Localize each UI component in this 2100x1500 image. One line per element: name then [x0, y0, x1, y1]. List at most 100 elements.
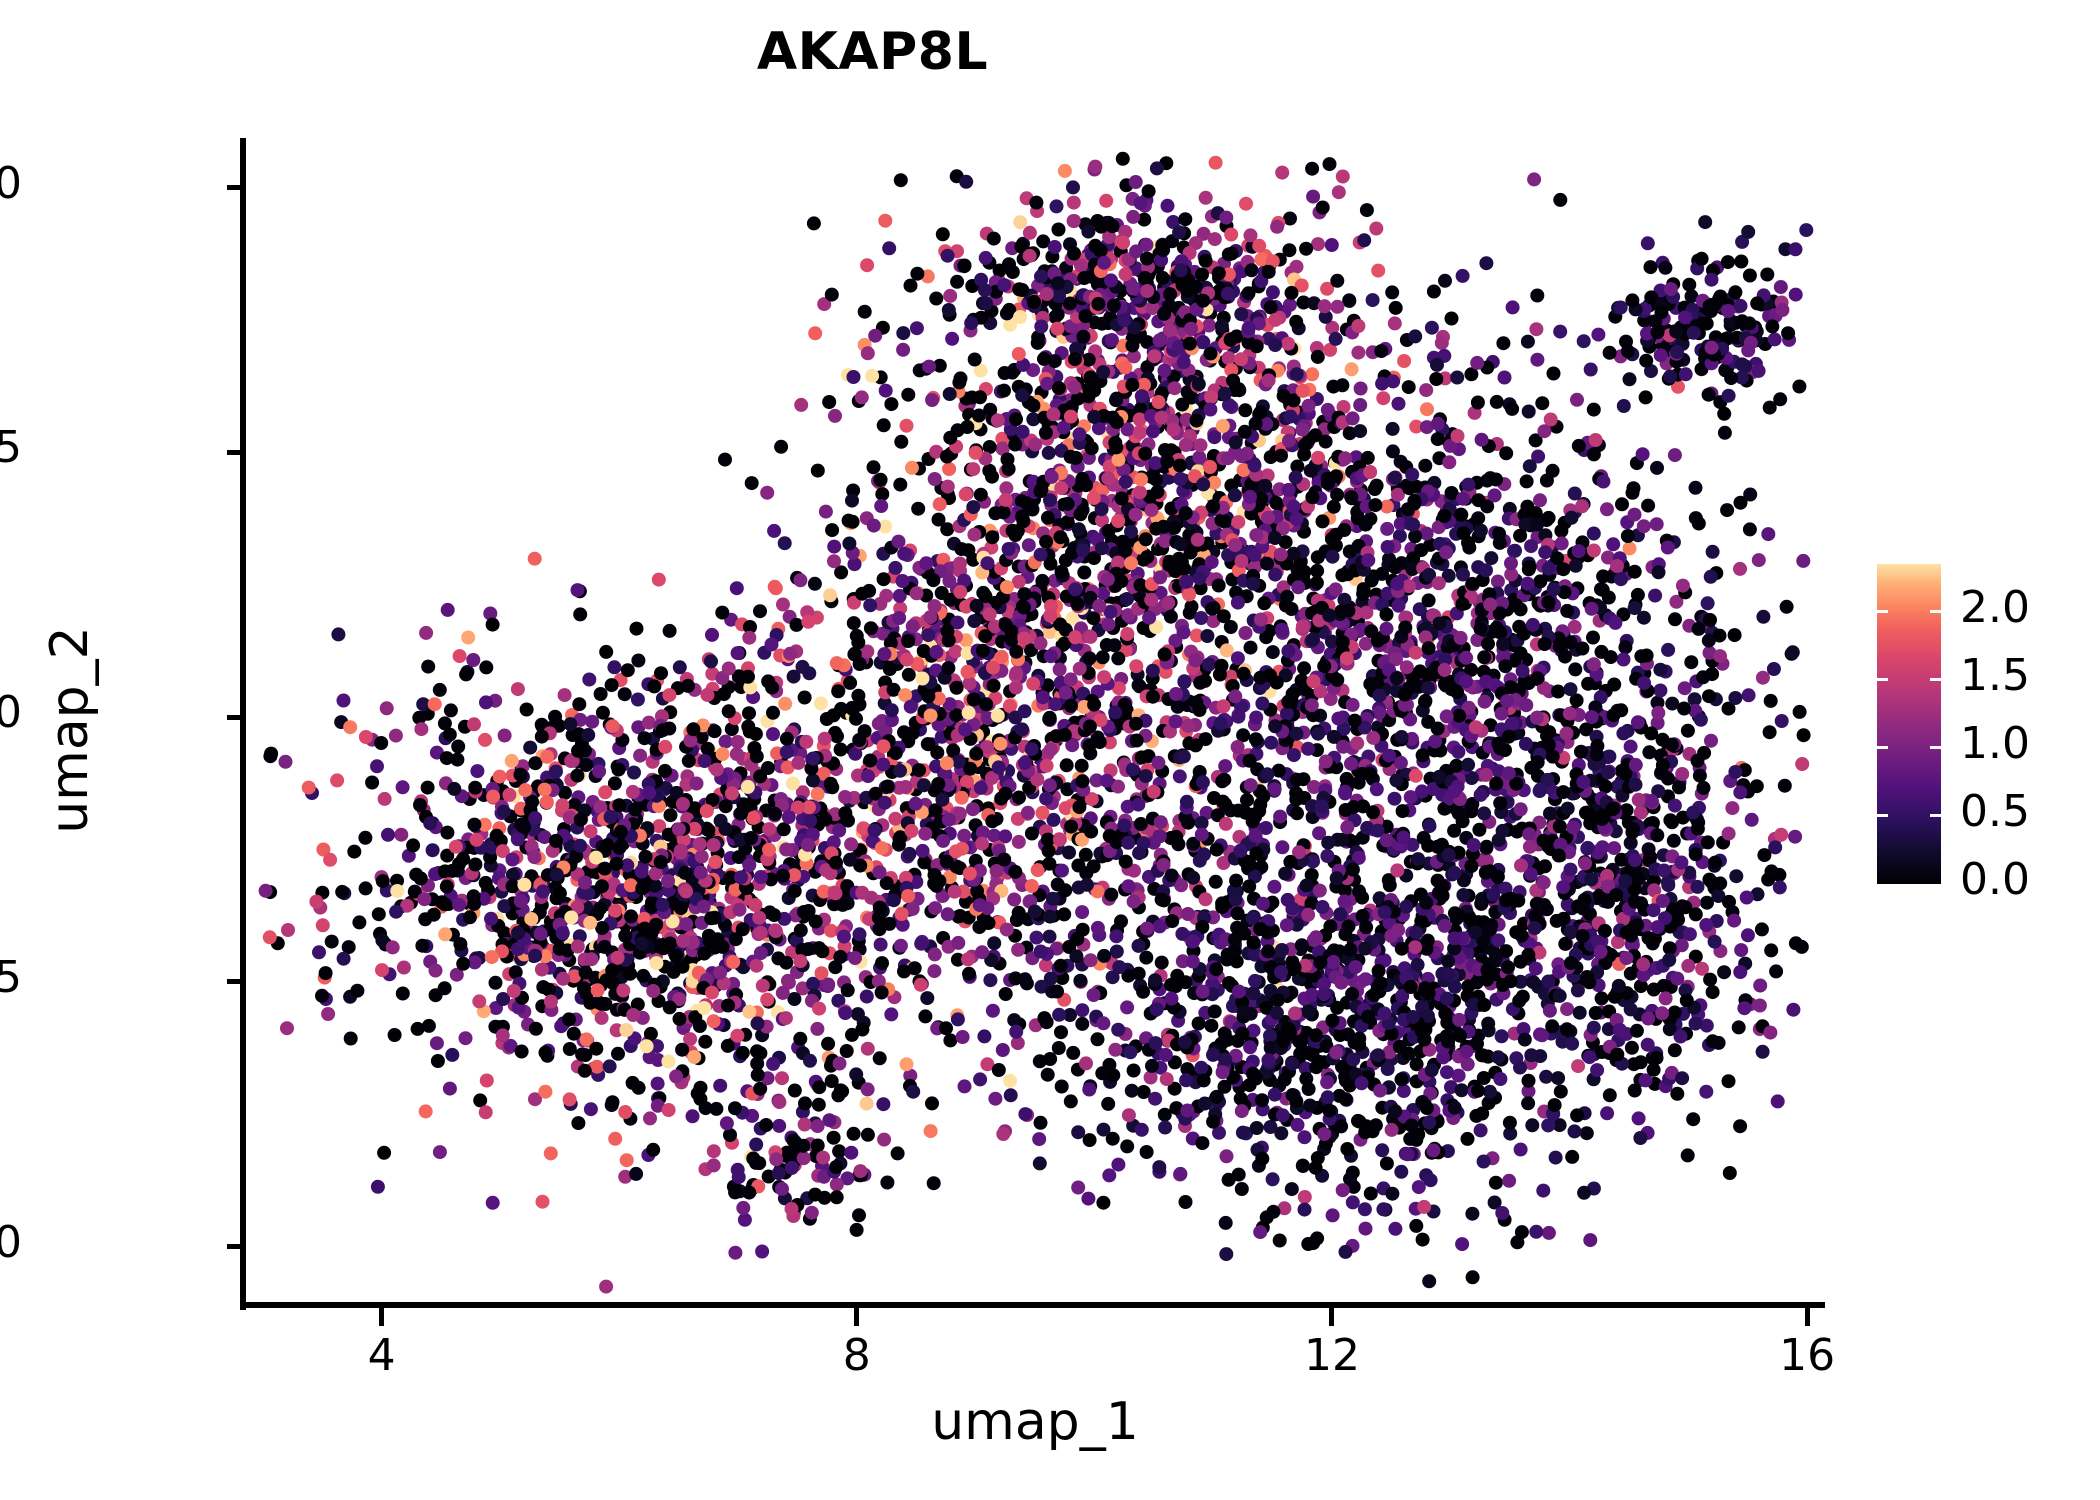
scatter-point — [579, 758, 594, 772]
scatter-point — [860, 1082, 875, 1097]
scatter-point — [1152, 333, 1167, 348]
scatter-point — [846, 370, 861, 384]
scatter-point — [903, 1068, 918, 1083]
scatter-point — [1115, 151, 1130, 166]
scatter-point — [654, 666, 668, 681]
scatter-point — [791, 755, 806, 770]
scatter-point — [1239, 196, 1253, 211]
scatter-point — [849, 1222, 864, 1237]
scatter-point — [658, 739, 673, 754]
scatter-point — [1017, 704, 1032, 719]
scatter-point — [750, 1016, 765, 1031]
scatter-point — [1106, 298, 1121, 313]
scatter-point — [563, 717, 578, 732]
scatter-point — [1479, 256, 1494, 271]
scatter-point — [1017, 587, 1032, 602]
scatter-point — [427, 697, 442, 712]
scatter-point — [1086, 491, 1101, 505]
scatter-point — [1114, 914, 1128, 929]
scatter-point — [806, 216, 821, 231]
scatter-point — [966, 500, 981, 515]
scatter-point — [400, 898, 415, 913]
scatter-point — [797, 1117, 812, 1132]
scatter-point — [1059, 758, 1074, 773]
scatter-point — [1063, 672, 1078, 687]
scatter-point — [1616, 652, 1631, 667]
scatter-point — [846, 616, 861, 631]
scatter-point — [785, 776, 800, 791]
scatter-point — [934, 586, 949, 600]
scatter-point — [1388, 300, 1403, 315]
scatter-point — [555, 798, 570, 813]
scatter-point — [698, 1101, 713, 1116]
scatter-point — [330, 773, 345, 788]
scatter-point — [874, 841, 889, 856]
scatter-point — [1283, 409, 1298, 424]
scatter-point — [1553, 192, 1568, 207]
scatter-point — [1111, 651, 1126, 666]
scatter-point — [648, 866, 663, 881]
scatter-point — [698, 1034, 713, 1049]
scatter-point — [1148, 456, 1163, 471]
scatter-point — [562, 1042, 577, 1056]
scatter-point — [440, 825, 455, 840]
scatter-point — [961, 543, 976, 558]
scatter-point — [776, 597, 790, 612]
scatter-point — [734, 870, 748, 885]
scatter-point — [336, 951, 351, 966]
scatter-point — [599, 644, 614, 659]
scatter-point — [832, 823, 847, 838]
scatter-point — [980, 556, 995, 571]
scatter-point — [483, 606, 498, 621]
scatter-point — [685, 1109, 700, 1124]
scatter-point — [492, 769, 507, 784]
scatter-point — [1576, 334, 1591, 349]
scatter-point — [877, 795, 892, 810]
scatter-point — [975, 643, 990, 658]
scatter-point — [278, 754, 293, 769]
scatter-point — [935, 227, 950, 242]
page-title: AKAP8L — [756, 22, 989, 82]
scatter-point — [570, 939, 585, 954]
scatter-point — [973, 780, 988, 795]
scatter-point — [1182, 336, 1197, 351]
scatter-point — [840, 983, 855, 998]
scatter-point — [721, 704, 736, 719]
scatter-point — [957, 1079, 972, 1094]
scatter-point — [324, 934, 339, 949]
scatter-point — [1104, 887, 1119, 902]
scatter-point — [790, 800, 805, 815]
scatter-point — [572, 697, 587, 712]
scatter-point — [921, 689, 936, 704]
scatter-point — [1178, 212, 1193, 227]
scatter-point — [634, 936, 649, 951]
scatter-point — [1490, 574, 1505, 589]
scatter-point — [718, 452, 732, 467]
scatter-point — [1035, 805, 1050, 820]
scatter-point — [555, 926, 570, 941]
scatter-point — [798, 1096, 812, 1111]
scatter-point — [1052, 832, 1067, 847]
scatter-point — [810, 787, 825, 801]
scatter-point — [631, 720, 646, 735]
scatter-point — [590, 1059, 604, 1074]
scatter-point — [1257, 596, 1272, 611]
scatter-point — [604, 678, 619, 693]
scatter-point — [866, 518, 881, 533]
scatter-point — [641, 715, 656, 730]
scatter-point — [1011, 834, 1026, 849]
scatter-point — [1430, 416, 1445, 431]
scatter-point — [987, 828, 1002, 843]
scatter-point — [715, 747, 730, 762]
scatter-point — [1401, 380, 1416, 395]
scatter-point — [699, 804, 714, 818]
scatter-point — [1083, 629, 1098, 644]
scatter-point — [429, 1036, 444, 1051]
scatter-point — [967, 527, 982, 542]
scatter-point — [847, 595, 861, 610]
scatter-point — [998, 829, 1013, 844]
scatter-point — [1038, 425, 1053, 440]
scatter-point — [741, 669, 755, 684]
scatter-point — [669, 785, 684, 800]
scatter-point — [669, 1069, 684, 1084]
